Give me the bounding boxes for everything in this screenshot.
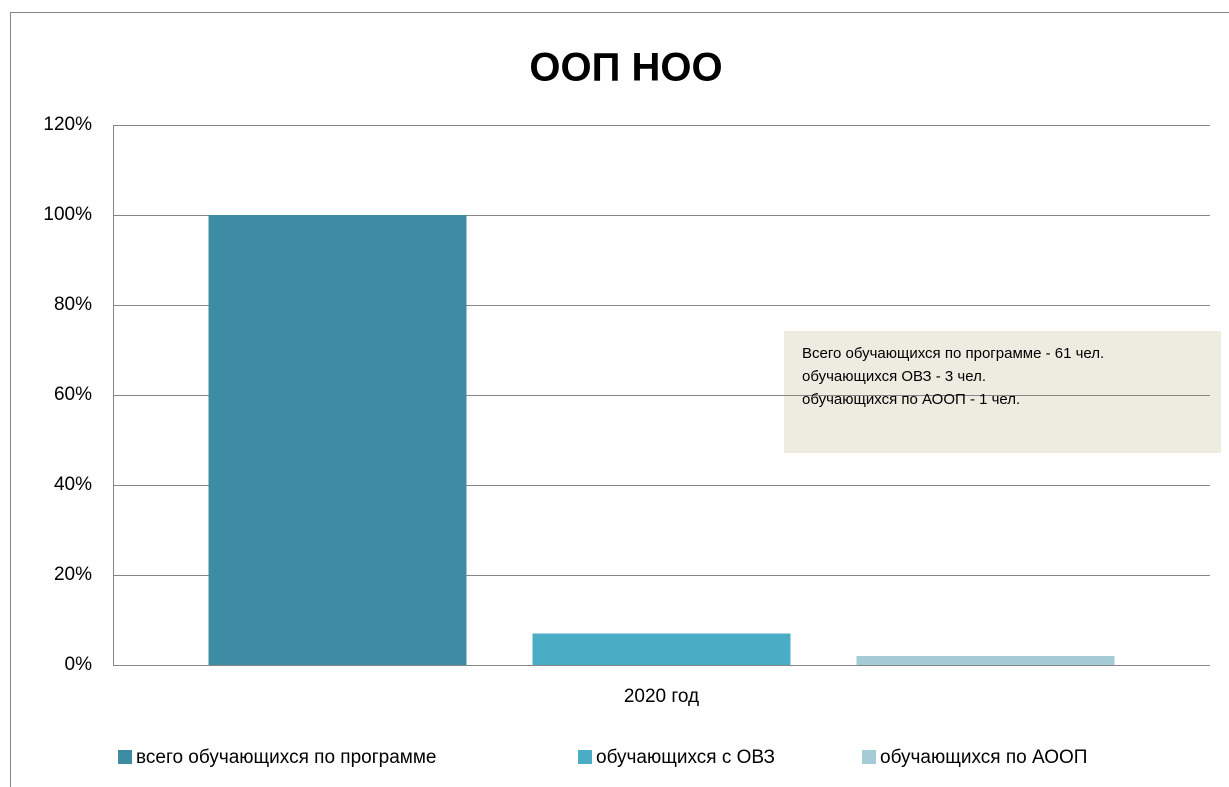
- legend-label: обучающихся с ОВЗ: [596, 747, 775, 768]
- x-tick-label: 2020 год: [624, 686, 699, 707]
- annotation-line: Всего обучающихся по программе - 61 чел.: [802, 345, 1104, 362]
- bar: [532, 633, 791, 665]
- chart-title: ООП НОО: [529, 46, 722, 90]
- y-tick-label: 0%: [65, 654, 93, 675]
- legend-label: обучающихся по АООП: [880, 747, 1087, 768]
- y-tick-label: 100%: [43, 204, 92, 225]
- legend-swatch: [578, 750, 592, 764]
- legend-label: всего обучающихся по программе: [136, 747, 436, 768]
- y-tick-label: 80%: [54, 294, 92, 315]
- y-tick-label: 60%: [54, 384, 92, 405]
- legend-swatch: [118, 750, 132, 764]
- legend-swatch: [862, 750, 876, 764]
- bar: [208, 215, 467, 665]
- y-tick-label: 20%: [54, 564, 92, 585]
- annotation-box: [784, 331, 1221, 453]
- y-tick-label: 120%: [43, 114, 92, 135]
- annotation-line: обучающихся по АООП - 1 чел.: [802, 391, 1020, 408]
- bar: [856, 656, 1115, 665]
- annotation-line: обучающихся ОВЗ - 3 чел.: [802, 368, 986, 385]
- y-tick-label: 40%: [54, 474, 92, 495]
